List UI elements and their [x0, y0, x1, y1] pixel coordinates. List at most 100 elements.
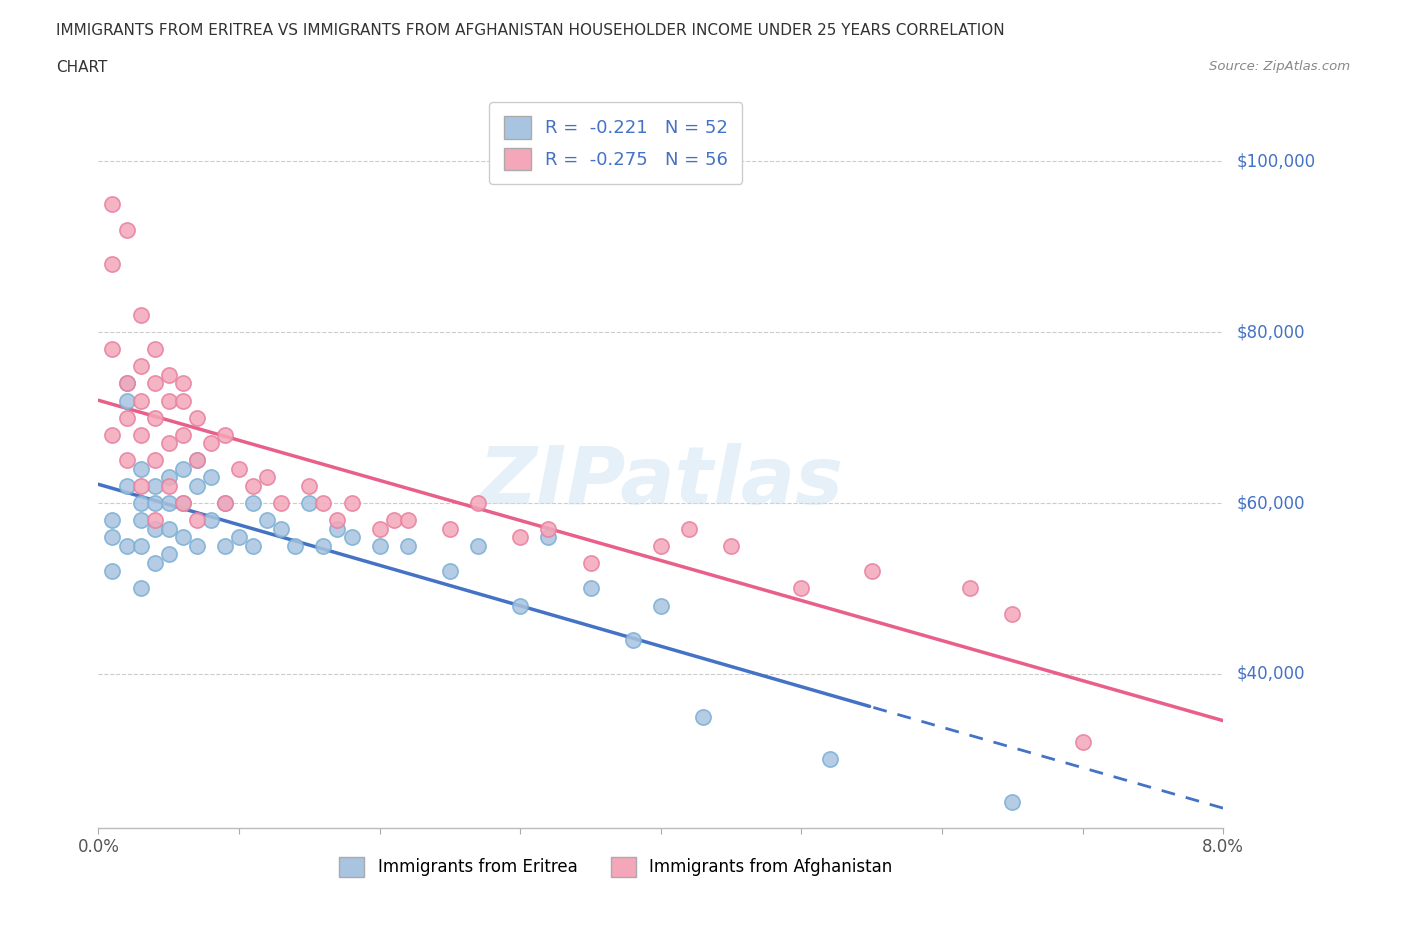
- Point: [439, 564, 461, 578]
- Point: [256, 470, 278, 485]
- Point: [143, 342, 166, 357]
- Point: [157, 496, 180, 511]
- Point: [101, 512, 124, 527]
- Point: [200, 512, 222, 527]
- Point: [692, 710, 714, 724]
- Point: [242, 479, 264, 494]
- Point: [214, 496, 236, 511]
- Point: [115, 393, 138, 408]
- Point: [650, 538, 672, 553]
- Point: [129, 461, 152, 476]
- Point: [579, 555, 602, 570]
- Point: [537, 521, 560, 536]
- Point: [172, 376, 194, 391]
- Point: [129, 427, 152, 442]
- Point: [172, 393, 194, 408]
- Point: [115, 222, 138, 237]
- Point: [143, 496, 166, 511]
- Point: [157, 479, 180, 494]
- Text: $80,000: $80,000: [1237, 324, 1306, 341]
- Point: [101, 342, 124, 357]
- Point: [621, 632, 644, 647]
- Point: [579, 581, 602, 596]
- Point: [186, 410, 208, 425]
- Point: [157, 367, 180, 382]
- Point: [186, 453, 208, 468]
- Point: [396, 538, 419, 553]
- Point: [172, 530, 194, 545]
- Point: [396, 512, 419, 527]
- Point: [284, 538, 307, 553]
- Point: [143, 453, 166, 468]
- Point: [115, 410, 138, 425]
- Point: [382, 512, 405, 527]
- Point: [650, 598, 672, 613]
- Point: [256, 512, 278, 527]
- Point: [143, 555, 166, 570]
- Point: [228, 530, 250, 545]
- Point: [172, 496, 194, 511]
- Point: [312, 538, 335, 553]
- Point: [129, 581, 152, 596]
- Point: [270, 521, 292, 536]
- Point: [242, 496, 264, 511]
- Text: ZIPatlas: ZIPatlas: [478, 444, 844, 522]
- Point: [115, 479, 138, 494]
- Text: $60,000: $60,000: [1237, 494, 1306, 512]
- Point: [818, 752, 841, 767]
- Point: [143, 410, 166, 425]
- Point: [720, 538, 742, 553]
- Point: [143, 479, 166, 494]
- Point: [228, 461, 250, 476]
- Point: [790, 581, 813, 596]
- Point: [129, 308, 152, 323]
- Point: [186, 479, 208, 494]
- Point: [172, 427, 194, 442]
- Point: [298, 496, 321, 511]
- Point: [186, 512, 208, 527]
- Point: [270, 496, 292, 511]
- Point: [115, 538, 138, 553]
- Point: [467, 496, 489, 511]
- Legend: Immigrants from Eritrea, Immigrants from Afghanistan: Immigrants from Eritrea, Immigrants from…: [330, 848, 901, 885]
- Text: Source: ZipAtlas.com: Source: ZipAtlas.com: [1209, 60, 1350, 73]
- Point: [214, 538, 236, 553]
- Point: [115, 376, 138, 391]
- Point: [101, 427, 124, 442]
- Point: [143, 376, 166, 391]
- Point: [298, 479, 321, 494]
- Point: [172, 461, 194, 476]
- Point: [129, 538, 152, 553]
- Point: [959, 581, 981, 596]
- Point: [157, 547, 180, 562]
- Point: [129, 393, 152, 408]
- Point: [214, 427, 236, 442]
- Point: [143, 512, 166, 527]
- Point: [172, 496, 194, 511]
- Point: [101, 257, 124, 272]
- Text: CHART: CHART: [56, 60, 108, 75]
- Point: [115, 453, 138, 468]
- Point: [340, 496, 363, 511]
- Point: [326, 521, 349, 536]
- Point: [129, 359, 152, 374]
- Point: [129, 512, 152, 527]
- Point: [143, 521, 166, 536]
- Text: $100,000: $100,000: [1237, 153, 1316, 170]
- Point: [157, 393, 180, 408]
- Point: [439, 521, 461, 536]
- Point: [157, 470, 180, 485]
- Point: [186, 453, 208, 468]
- Point: [115, 376, 138, 391]
- Point: [860, 564, 883, 578]
- Point: [157, 521, 180, 536]
- Point: [101, 564, 124, 578]
- Point: [1001, 606, 1024, 621]
- Text: $40,000: $40,000: [1237, 665, 1306, 683]
- Point: [101, 196, 124, 211]
- Point: [242, 538, 264, 553]
- Point: [200, 470, 222, 485]
- Point: [129, 496, 152, 511]
- Point: [368, 538, 391, 553]
- Point: [509, 530, 531, 545]
